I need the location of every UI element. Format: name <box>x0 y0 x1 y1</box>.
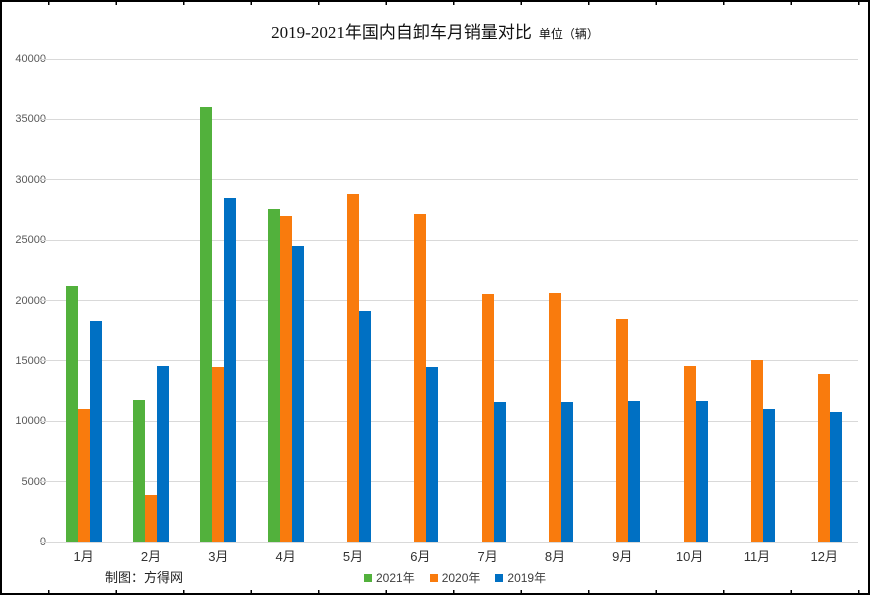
month-group-4月 <box>252 59 319 542</box>
plot-area <box>40 58 858 543</box>
legend-label-2019年: 2019年 <box>507 571 547 585</box>
y-tick-label-25000: 25000 <box>15 234 46 247</box>
month-group-9月 <box>589 59 656 542</box>
x-tick-label-8月: 8月 <box>544 549 566 564</box>
bar-2021年-2月 <box>132 399 145 542</box>
bar-2019年-11月 <box>762 409 775 542</box>
bar-2019年-10月 <box>695 400 708 542</box>
x-tick-label-1月: 1月 <box>73 549 94 564</box>
y-tick-label-10000: 10000 <box>15 415 46 428</box>
bar-2019年-1月 <box>89 321 102 542</box>
bar-2020年-1月 <box>77 409 90 542</box>
x-tick-label-12月: 12月 <box>810 549 838 564</box>
month-group-12月 <box>791 59 858 542</box>
x-axis-labels: 1月 2月 3月 4月 5月 6月 7月 8月 9月 10月 11月 12月 <box>50 546 858 565</box>
month-group-3月 <box>185 59 252 542</box>
legend-item-2021年: 2021年 <box>364 569 415 586</box>
gridline-30000 <box>40 179 858 181</box>
x-tick-label-7月: 7月 <box>477 549 498 564</box>
legend-swatch-2021年 <box>364 573 372 582</box>
chart-unit-label: 单位（辆） <box>538 27 599 41</box>
legend-item-2019年: 2019年 <box>495 569 546 586</box>
month-group-7月 <box>454 59 521 542</box>
month-group-10月 <box>656 59 723 542</box>
y-tick-label-5000: 5000 <box>21 475 46 488</box>
bar-2021年-3月 <box>200 107 213 542</box>
x-tick-label-2月: 2月 <box>140 549 162 564</box>
bar-2020年-5月 <box>346 194 359 542</box>
chart-title-text: 2019-2021年国内自卸车月销量对比 <box>271 23 532 42</box>
y-tick-label-40000: 40000 <box>15 53 46 65</box>
gridline-0 <box>40 541 858 543</box>
bar-2020年-9月 <box>616 318 629 542</box>
month-group-1月 <box>50 59 117 542</box>
bar-2019年-12月 <box>830 411 843 542</box>
y-tick-label-15000: 15000 <box>15 354 46 367</box>
month-group-11月 <box>723 59 790 542</box>
gridline-10000 <box>40 420 858 422</box>
x-tick-label-3月: 3月 <box>208 549 229 564</box>
bar-2020年-10月 <box>683 365 696 542</box>
bar-2019年-4月 <box>291 246 304 542</box>
frame-ticks-top <box>2 2 868 5</box>
bar-2020年-6月 <box>414 213 427 542</box>
bar-2020年-2月 <box>144 494 157 542</box>
gridline-15000 <box>40 360 858 362</box>
bar-2019年-7月 <box>493 401 506 542</box>
bar-2019年-9月 <box>628 400 641 542</box>
bar-2020年-12月 <box>818 374 831 542</box>
y-tick-label-30000: 30000 <box>15 173 46 186</box>
gridline-25000 <box>40 239 858 241</box>
gridline-35000 <box>40 118 858 120</box>
legend: 2021年 2020年 2019年 <box>364 569 546 586</box>
bar-2020年-7月 <box>481 294 494 542</box>
month-group-6月 <box>387 59 454 542</box>
x-tick-label-6月: 6月 <box>410 549 431 564</box>
month-group-8月 <box>521 59 588 542</box>
month-group-2月 <box>117 59 184 542</box>
gridline-5000 <box>40 481 858 483</box>
credit-text: 制图：方得网 <box>105 570 184 585</box>
chart-title: 2019-2021年国内自卸车月销量对比 单位（辆） <box>2 18 868 43</box>
x-tick-label-9月: 9月 <box>612 549 633 564</box>
x-tick-label-10月: 10月 <box>675 549 704 564</box>
legend-label-2020年: 2020年 <box>441 571 481 585</box>
bar-2020年-3月 <box>212 366 225 542</box>
bar-2020年-4月 <box>279 215 292 542</box>
legend-label-2021年: 2021年 <box>376 571 415 585</box>
legend-swatch-2020年 <box>429 573 438 582</box>
x-tick-label-11月: 11月 <box>743 549 771 564</box>
bar-2020年-11月 <box>750 359 763 542</box>
bar-2019年-8月 <box>560 401 573 542</box>
y-tick-label-35000: 35000 <box>15 113 46 126</box>
bar-2019年-5月 <box>358 311 371 542</box>
legend-item-2020年: 2020年 <box>429 569 481 586</box>
gridline-40000 <box>40 58 858 60</box>
bar-2021年-4月 <box>267 208 280 542</box>
x-tick-label-4月: 4月 <box>275 549 296 564</box>
bars-row <box>50 59 858 542</box>
x-tick-label-5月: 5月 <box>342 549 364 564</box>
gridline-20000 <box>40 300 858 301</box>
bar-2019年-3月 <box>224 197 237 542</box>
y-tick-label-20000: 20000 <box>15 294 46 307</box>
bar-2020年-8月 <box>548 293 561 542</box>
bar-2019年-6月 <box>426 366 439 542</box>
legend-swatch-2019年 <box>495 573 504 582</box>
frame-ticks-bottom <box>2 590 868 593</box>
bar-2019年-2月 <box>156 365 169 542</box>
month-group-5月 <box>319 59 386 542</box>
bar-2021年-1月 <box>65 286 78 542</box>
